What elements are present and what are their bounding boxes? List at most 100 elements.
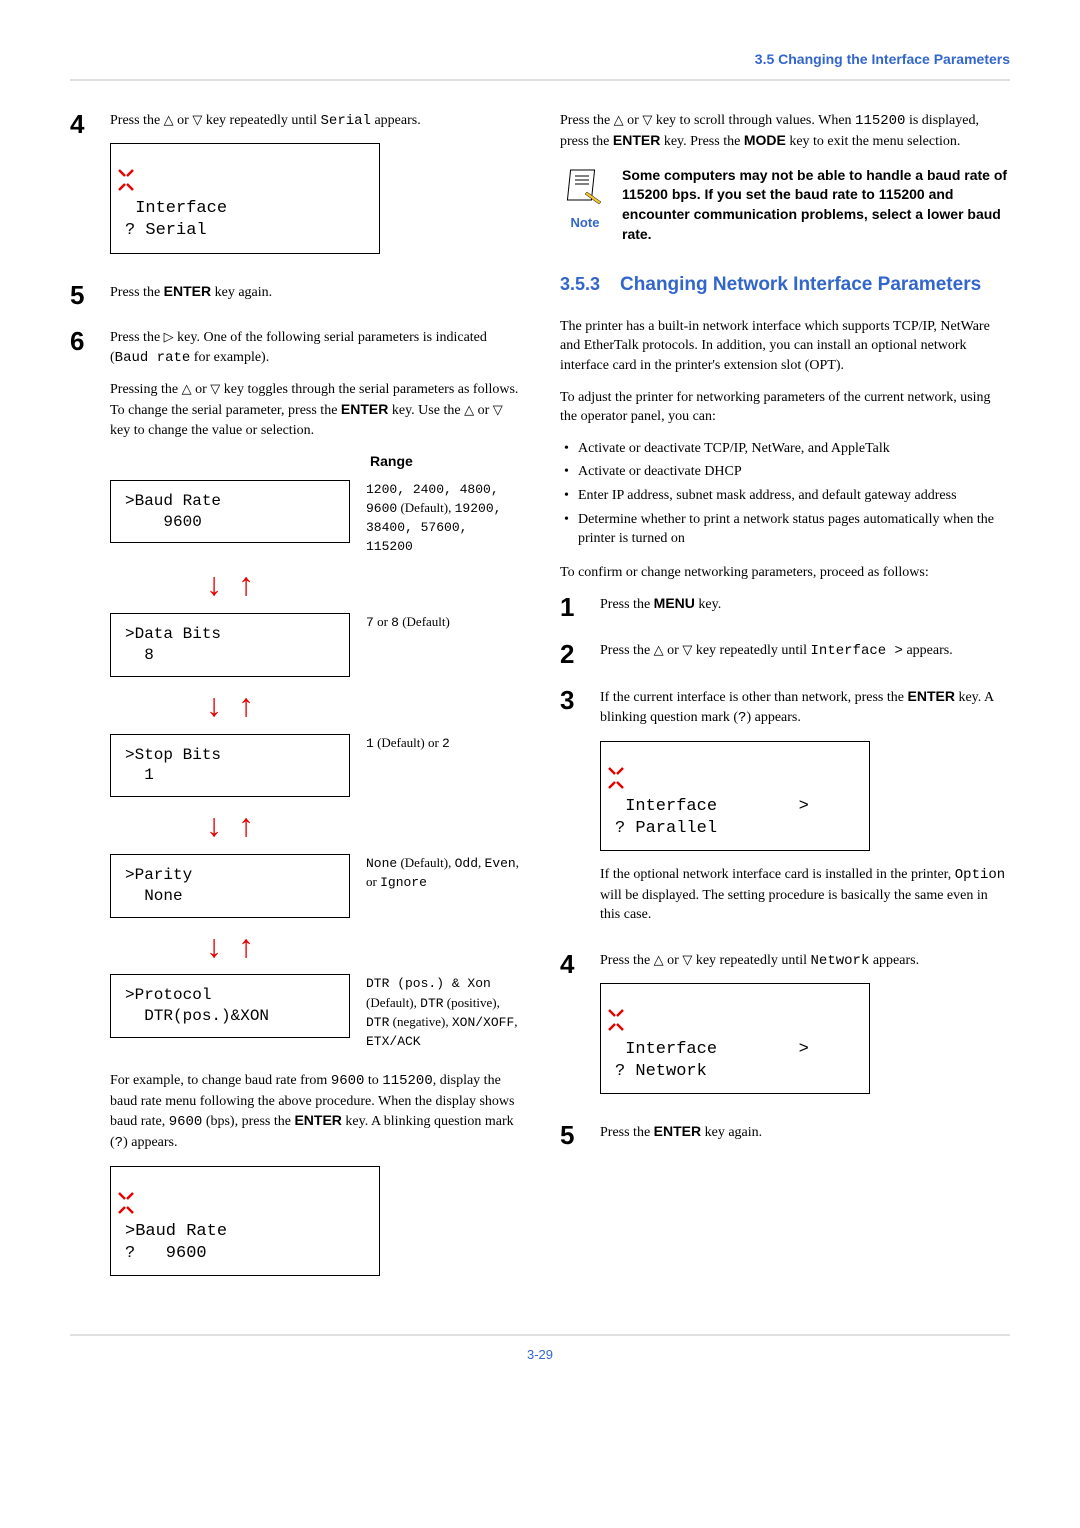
t: or bbox=[664, 953, 683, 968]
lcd-line: ? Serial bbox=[125, 221, 207, 240]
t: (positive), bbox=[444, 995, 500, 1010]
para: The printer has a built-in network inter… bbox=[560, 317, 1010, 376]
code: Serial bbox=[321, 113, 371, 129]
lcd-display: Interface > ? Parallel bbox=[600, 741, 870, 851]
t: key to scroll through values. When bbox=[652, 113, 855, 128]
up-icon: △ bbox=[654, 952, 664, 967]
code: 1200 bbox=[366, 482, 397, 497]
step-5: 5 Press the ENTER key again. bbox=[70, 282, 520, 315]
t: or bbox=[374, 614, 391, 629]
code: 2 bbox=[442, 736, 450, 751]
right-icon: ▷ bbox=[164, 329, 174, 344]
up-arrow-icon: ↑ bbox=[238, 562, 254, 607]
step-5: 5 Press the ENTER key again. bbox=[560, 1122, 1010, 1155]
range-text: 1200, 2400, 4800, 9600 (Default), 19200,… bbox=[366, 480, 520, 557]
key: MENU bbox=[654, 595, 695, 611]
lcd-line: ? Network bbox=[615, 1062, 707, 1081]
code: Even bbox=[485, 856, 516, 871]
arrows: ↓↑ bbox=[110, 683, 350, 728]
step-text: Press the △ or ▽ key repeatedly until Ne… bbox=[600, 951, 1010, 972]
blink-icon bbox=[605, 764, 627, 792]
key: ENTER bbox=[341, 401, 388, 417]
t: or bbox=[474, 403, 493, 418]
step-4: 4 Press the △ or ▽ key repeatedly until … bbox=[70, 111, 520, 268]
lcd-display: >Parity None bbox=[110, 854, 350, 918]
t: key again. bbox=[211, 285, 272, 300]
lcd-display: Interface ? Serial bbox=[110, 143, 380, 253]
lcd-display: >Stop Bits 1 bbox=[110, 734, 350, 798]
step6-p1: Press the ▷ key. One of the following se… bbox=[110, 328, 520, 368]
t: will be displayed. The setting procedure… bbox=[600, 888, 988, 923]
step-number: 6 bbox=[70, 328, 110, 1290]
step-number: 1 bbox=[560, 594, 600, 627]
t: key repeatedly until bbox=[692, 953, 810, 968]
t: ) appears. bbox=[123, 1135, 177, 1150]
param-row: >Protocol DTR(pos.)&XON DTR (pos.) & Xon… bbox=[110, 974, 520, 1051]
arrows: ↓↑ bbox=[110, 803, 350, 848]
t: If the current interface is other than n… bbox=[600, 690, 908, 705]
lcd-line: >Baud Rate bbox=[125, 1222, 227, 1241]
header-title: 3.5 Changing the Interface Parameters bbox=[755, 51, 1010, 67]
up-arrow-icon: ↑ bbox=[238, 924, 254, 969]
down-arrow-icon: ↓ bbox=[206, 683, 222, 728]
lcd-display: >Baud Rate ? 9600 bbox=[110, 1166, 380, 1276]
t: , bbox=[514, 1014, 517, 1029]
example-para: For example, to change baud rate from 96… bbox=[110, 1071, 520, 1153]
content-columns: 4 Press the △ or ▽ key repeatedly until … bbox=[70, 111, 1010, 1304]
blink-icon bbox=[115, 1189, 137, 1217]
t: to bbox=[364, 1073, 382, 1088]
down-icon: ▽ bbox=[493, 402, 503, 417]
step-text: Press the ENTER key again. bbox=[600, 1122, 1010, 1143]
down-icon: ▽ bbox=[682, 642, 692, 657]
up-icon: △ bbox=[464, 402, 474, 417]
down-icon: ▽ bbox=[192, 112, 202, 127]
param-row: >Baud Rate 9600 1200, 2400, 4800, 9600 (… bbox=[110, 480, 520, 557]
t: appears. bbox=[371, 113, 421, 128]
t: appears. bbox=[869, 953, 919, 968]
t: for example). bbox=[190, 350, 269, 365]
t: ) appears. bbox=[746, 710, 800, 725]
note-icon: Note bbox=[560, 166, 610, 233]
down-icon: ▽ bbox=[682, 952, 692, 967]
step-text: If the optional network interface card i… bbox=[600, 865, 1010, 925]
t: Press the bbox=[600, 953, 654, 968]
up-icon: △ bbox=[164, 112, 174, 127]
down-arrow-icon: ↓ bbox=[206, 562, 222, 607]
step-4: 4 Press the △ or ▽ key repeatedly until … bbox=[560, 951, 1010, 1108]
step-number: 3 bbox=[560, 687, 600, 936]
code: Baud rate bbox=[115, 350, 191, 366]
range-text: 7 or 8 (Default) bbox=[366, 613, 450, 632]
section-title: Changing Network Interface Parameters bbox=[620, 272, 981, 299]
code: ? bbox=[115, 1135, 123, 1151]
t: appears. bbox=[903, 643, 953, 658]
arrows: ↓↑ bbox=[110, 924, 350, 969]
list-item: Activate or deactivate DHCP bbox=[560, 462, 1010, 482]
range-text: None (Default), Odd, Even, or Ignore bbox=[366, 854, 520, 892]
right-column: Press the △ or ▽ key to scroll through v… bbox=[560, 111, 1010, 1304]
step-text: Press the △ or ▽ key repeatedly until In… bbox=[600, 641, 1010, 662]
lcd-display: >Baud Rate 9600 bbox=[110, 480, 350, 544]
t: Press the bbox=[560, 113, 614, 128]
step-1: 1 Press the MENU key. bbox=[560, 594, 1010, 627]
down-icon: ▽ bbox=[210, 381, 220, 396]
step-number: 5 bbox=[560, 1122, 600, 1155]
t: For example, to change baud rate from bbox=[110, 1073, 331, 1088]
t: or bbox=[664, 643, 683, 658]
t: key. bbox=[695, 597, 721, 612]
code: DTR (pos.) & Xon bbox=[366, 976, 491, 991]
step-number: 4 bbox=[560, 951, 600, 1108]
t: Press the bbox=[600, 1125, 654, 1140]
para: To adjust the printer for networking par… bbox=[560, 388, 1010, 427]
t: or bbox=[174, 113, 193, 128]
t: Press the bbox=[600, 643, 654, 658]
range-text: 1 (Default) or 2 bbox=[366, 734, 450, 753]
t: key. Press the bbox=[660, 134, 743, 149]
blink-icon bbox=[605, 1006, 627, 1034]
t: Press the bbox=[110, 113, 164, 128]
lcd-display: >Data Bits 8 bbox=[110, 613, 350, 677]
lcd-line: Interface > bbox=[615, 797, 809, 816]
note-text: Some computers may not be able to handle… bbox=[622, 166, 1010, 244]
code: Ignore bbox=[380, 875, 427, 890]
code: 7 bbox=[366, 615, 374, 630]
key: ENTER bbox=[654, 1123, 701, 1139]
